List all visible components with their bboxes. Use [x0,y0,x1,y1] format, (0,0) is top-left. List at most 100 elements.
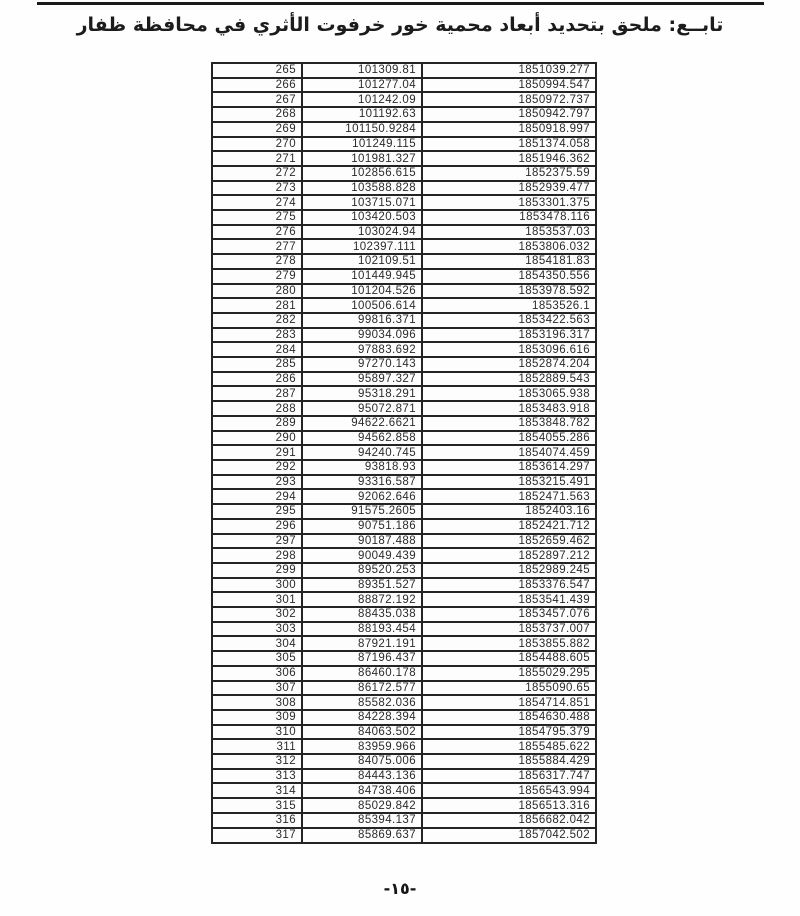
table-row: 282 99816.371 1853422.563 [211,311,597,329]
page-title: تابــع: ملحق بتحديد أبعاد محمية خور خرفو… [76,14,724,36]
point-number-cell: 291 [211,444,303,461]
table-row: 302 88435.038 1853457.076 [211,606,597,623]
table-row: 273 103588.828 1852939.477 [211,179,597,197]
y-coordinate-cell: 1852375.59 [421,164,597,182]
y-coordinate-cell: 1851374.058 [421,135,597,153]
point-number-cell: 267 [211,91,303,109]
table-row: 310 84063.502 1854795.379 [211,723,597,741]
y-coordinate-cell: 1857042.502 [421,826,597,845]
y-coordinate-cell: 1855029.295 [421,664,597,682]
x-coordinate-cell: 102397.111 [301,238,423,256]
table-row: 281 100506.614 1853526.1 [211,297,597,314]
point-number-cell: 277 [211,238,303,256]
table-row: 304 87921.191 1853855.882 [211,635,597,653]
table-row: 292 93818.93 1853614.297 [211,459,597,476]
y-coordinate-cell: 1852989.245 [421,561,597,579]
table-row: 265 101309.81 1851039.277 [211,62,597,79]
y-coordinate-cell: 1852889.543 [421,370,597,388]
x-coordinate-cell: 85394.137 [301,811,423,829]
point-number-cell: 274 [211,194,303,212]
x-coordinate-cell: 86460.178 [301,664,423,682]
y-coordinate-cell: 1853196.317 [421,326,597,344]
y-coordinate-cell: 1853457.076 [421,606,597,623]
x-coordinate-cell: 90049.439 [301,547,423,564]
point-number-cell: 295 [211,503,303,520]
y-coordinate-cell: 1852874.204 [421,356,597,373]
table-row: 316 85394.137 1856682.042 [211,811,597,829]
y-coordinate-cell: 1853478.116 [421,209,597,226]
y-coordinate-cell: 1853065.938 [421,385,597,403]
x-coordinate-cell: 84738.406 [301,782,423,800]
x-coordinate-cell: 83959.966 [301,738,423,756]
y-coordinate-cell: 1853855.882 [421,635,597,653]
y-coordinate-cell: 1853301.375 [421,194,597,212]
point-number-cell: 285 [211,356,303,373]
table-row: 309 84228.394 1854630.488 [211,708,597,726]
point-number-cell: 305 [211,650,303,667]
point-number-cell: 300 [211,576,303,594]
point-number-cell: 276 [211,223,303,241]
table-row: 272 102856.615 1852375.59 [211,164,597,182]
point-number-cell: 299 [211,561,303,579]
point-number-cell: 269 [211,120,303,138]
y-coordinate-cell: 1856543.994 [421,782,597,800]
x-coordinate-cell: 103588.828 [301,179,423,197]
table-row: 312 84075.006 1855884.429 [211,753,597,770]
y-coordinate-cell: 1850972.737 [421,91,597,109]
x-coordinate-cell: 90187.488 [301,532,423,550]
x-coordinate-cell: 85869.637 [301,826,423,845]
table-row: 284 97883.692 1853096.616 [211,341,597,359]
point-number-cell: 316 [211,811,303,829]
x-coordinate-cell: 101309.81 [301,62,423,79]
point-number-cell: 290 [211,429,303,447]
y-coordinate-cell: 1853537.03 [421,223,597,241]
point-number-cell: 293 [211,473,303,491]
y-coordinate-cell: 1853806.032 [421,238,597,256]
point-number-cell: 282 [211,311,303,329]
table-row: 275 103420.503 1853478.116 [211,209,597,226]
point-number-cell: 314 [211,782,303,800]
point-number-cell: 298 [211,547,303,564]
x-coordinate-cell: 85029.842 [301,797,423,814]
x-coordinate-cell: 94240.745 [301,444,423,461]
x-coordinate-cell: 84443.136 [301,767,423,785]
x-coordinate-cell: 99816.371 [301,311,423,329]
x-coordinate-cell: 101150.9284 [301,120,423,138]
x-coordinate-cell: 84075.006 [301,753,423,770]
header-rule [37,2,764,5]
table-row: 279 101449.945 1854350.556 [211,267,597,285]
x-coordinate-cell: 103024.94 [301,223,423,241]
y-coordinate-cell: 1854714.851 [421,694,597,711]
page-number: -١٥- [383,879,417,898]
table-row: 307 86172.577 1855090.65 [211,679,597,697]
table-row: 276 103024.94 1853537.03 [211,223,597,241]
point-number-cell: 288 [211,400,303,417]
point-number-cell: 310 [211,723,303,741]
table-row: 289 94622.6621 1853848.782 [211,414,597,432]
x-coordinate-cell: 103715.071 [301,194,423,212]
table-row: 294 92062.646 1852471.563 [211,488,597,506]
point-number-cell: 265 [211,62,303,79]
point-number-cell: 312 [211,753,303,770]
table-row: 266 101277.04 1850994.547 [211,76,597,94]
y-coordinate-cell: 1852421.712 [421,517,597,535]
y-coordinate-cell: 1853614.297 [421,459,597,476]
point-number-cell: 275 [211,209,303,226]
y-coordinate-cell: 1852897.212 [421,547,597,564]
y-coordinate-cell: 1850994.547 [421,76,597,94]
point-number-cell: 306 [211,664,303,682]
point-number-cell: 297 [211,532,303,550]
y-coordinate-cell: 1853978.592 [421,282,597,300]
table-row: 287 95318.291 1853065.938 [211,385,597,403]
y-coordinate-cell: 1854488.605 [421,650,597,667]
table-row: 285 97270.143 1852874.204 [211,356,597,373]
point-number-cell: 281 [211,297,303,314]
y-coordinate-cell: 1853376.547 [421,576,597,594]
y-coordinate-cell: 1852939.477 [421,179,597,197]
y-coordinate-cell: 1855884.429 [421,753,597,770]
x-coordinate-cell: 95072.871 [301,400,423,417]
point-number-cell: 283 [211,326,303,344]
x-coordinate-cell: 91575.2605 [301,503,423,520]
x-coordinate-cell: 94562.858 [301,429,423,447]
y-coordinate-cell: 1852403.16 [421,503,597,520]
